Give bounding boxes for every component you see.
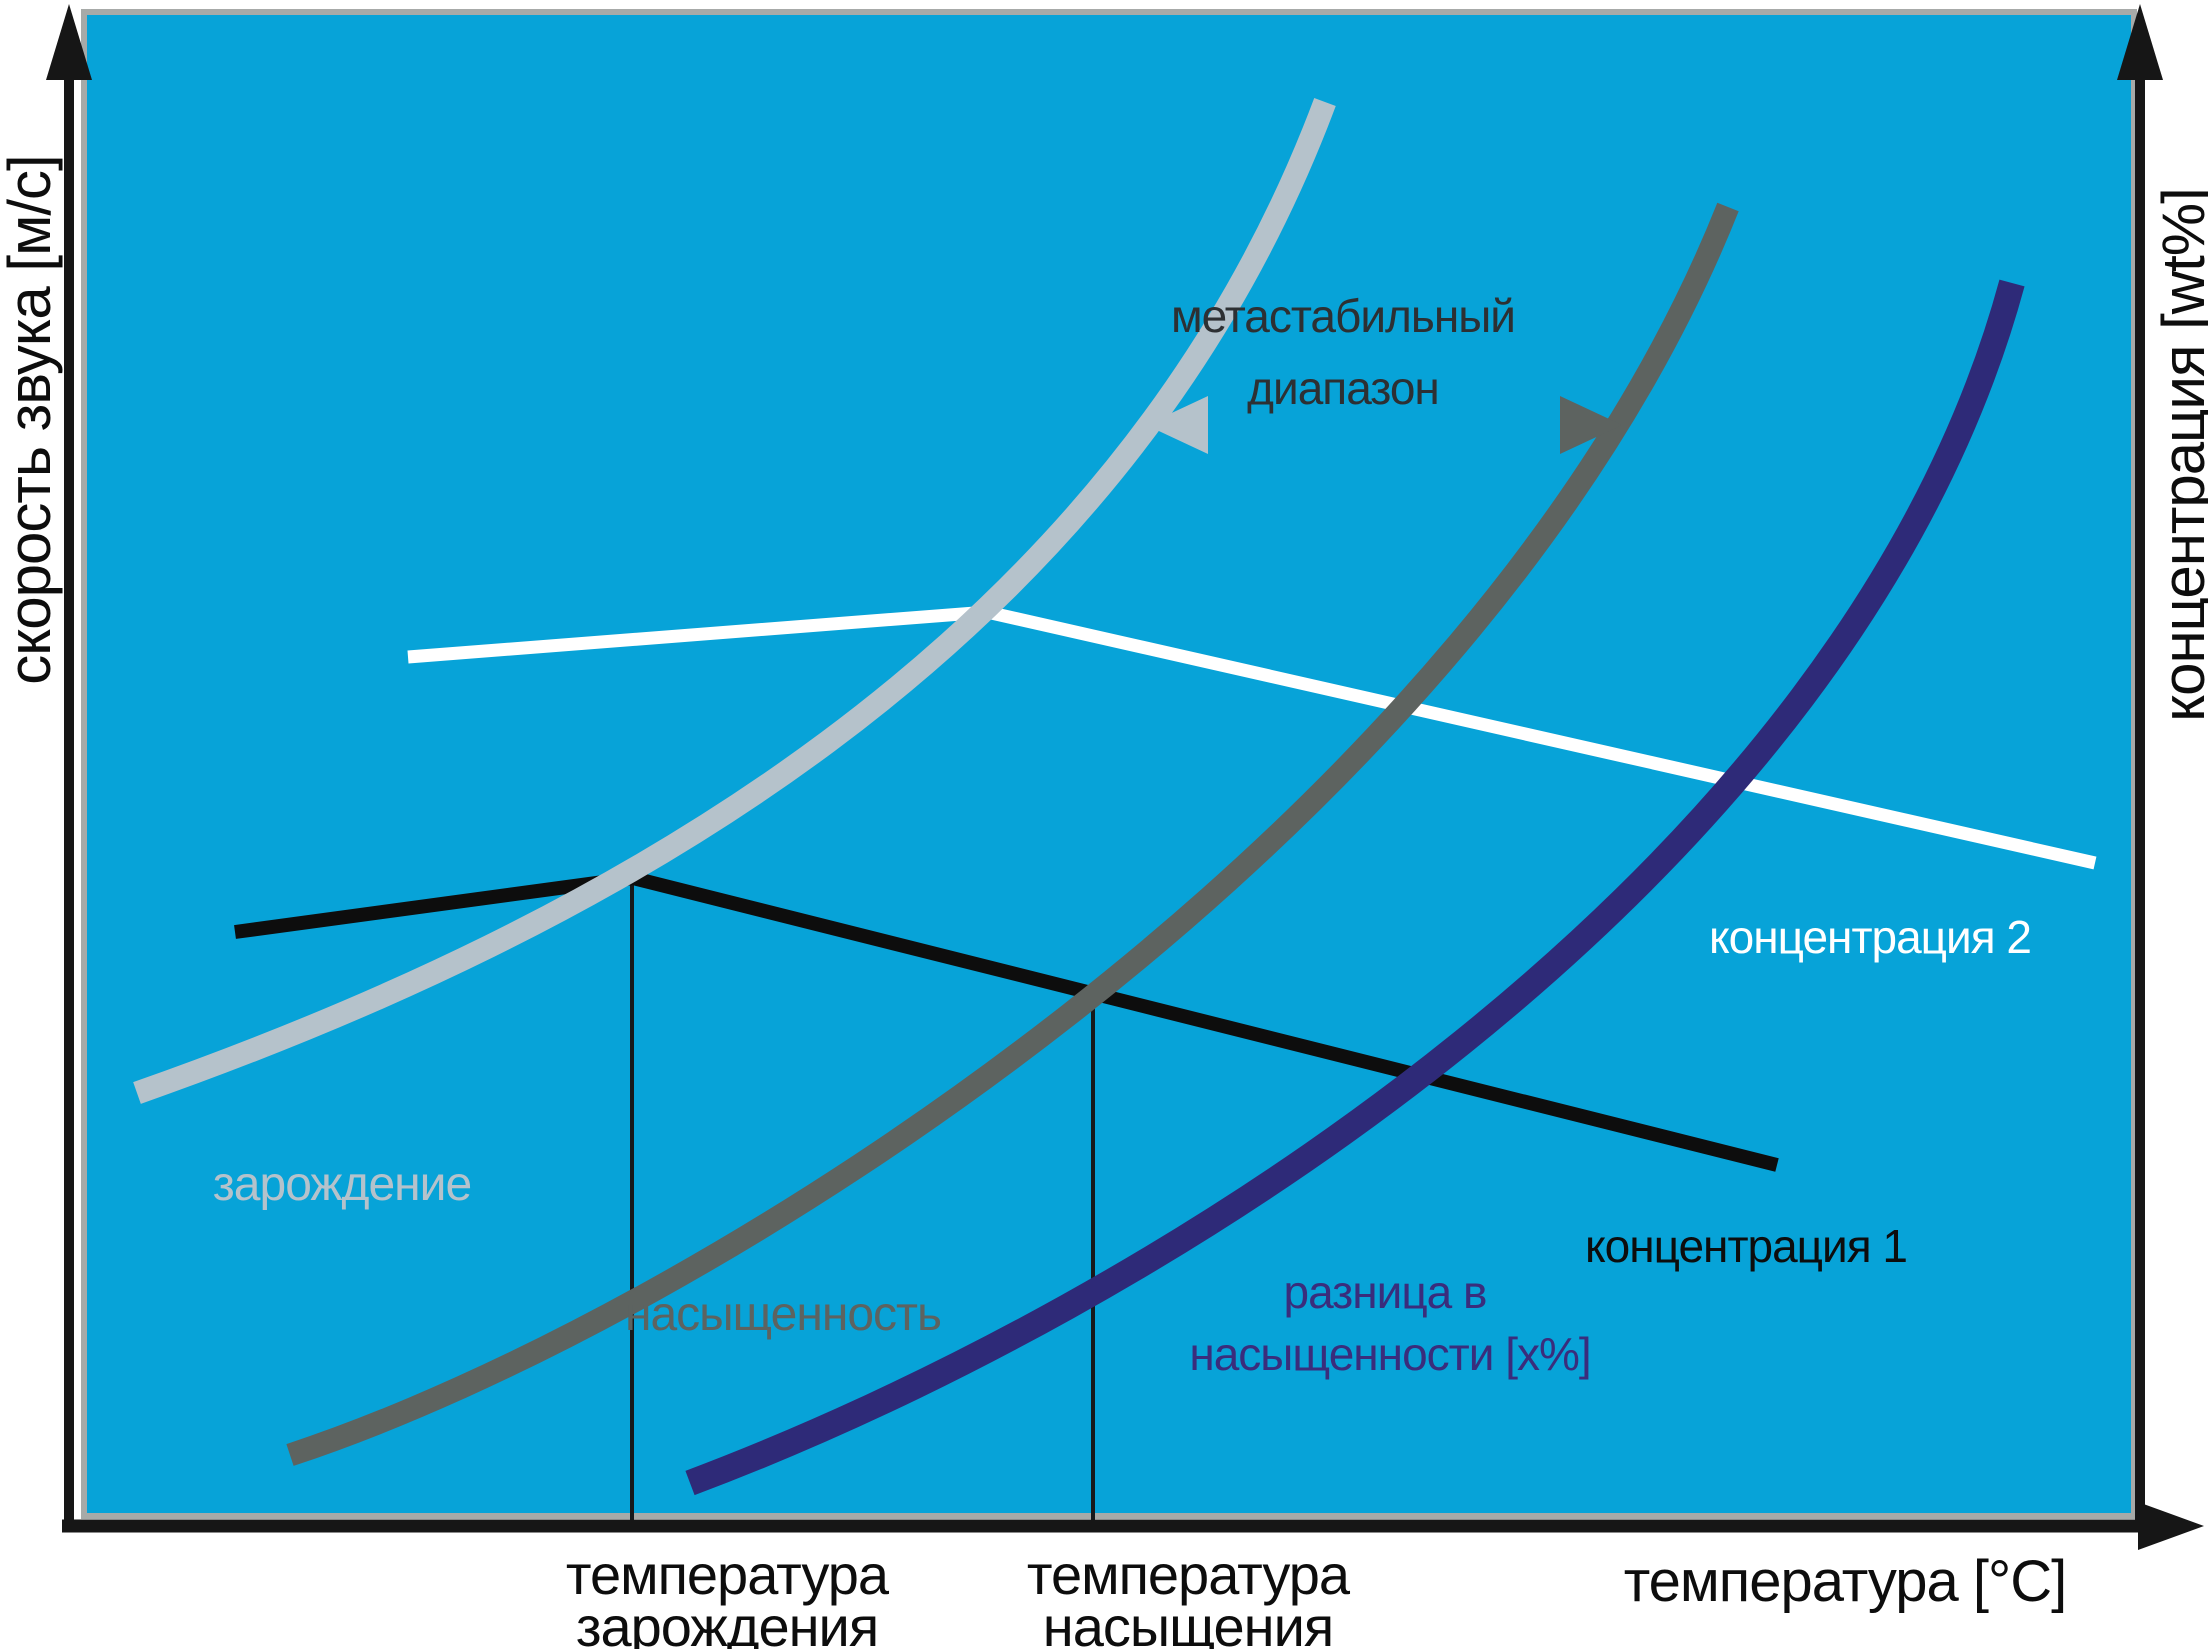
metastable-range-arrowhead-left [1146,396,1208,454]
y-right-axis-title: концентрация [wt%] [2150,188,2208,722]
plot-area [81,9,2137,1519]
x-axis-arrow-icon [2138,1502,2204,1550]
metastable-range-arrow-icon [1146,396,1622,454]
nucleation-curve [133,97,1336,1104]
concentration1-label: концентрация 1 [1585,1220,1907,1272]
concentration2-label: концентрация 2 [1709,911,2031,963]
saturation-difference-label-line2: насыщенности [x%] [1189,1328,1590,1380]
y-left-axis-title: скорость звука [м/с] [0,155,63,684]
metastable-range-label-line1: метастабильный [1171,290,1515,342]
y-left-axis-arrow-icon [46,4,92,80]
x-tick-saturation-temperature-line1: температура [1027,1543,1351,1606]
x-tick-saturation-temperature-line2: насыщения [1043,1595,1333,1649]
y-right-axis [2117,4,2163,1528]
metastable-range-arrowhead-right [1560,396,1622,454]
x-tick-nucleation-temperature-line1: температура [566,1543,890,1606]
x-axis-title: температура [°C] [1624,1549,2066,1614]
saturation-difference-curve [685,279,2025,1496]
saturation-difference-label-line1: разница в [1284,1266,1487,1318]
x-axis [62,1502,2204,1550]
metastable-range-label-line2: диапазон [1247,362,1439,414]
y-right-axis-arrow-icon [2117,4,2163,80]
x-tick-nucleation-temperature-line2: зарождения [576,1595,878,1649]
nucleation-curve-label: зарождение [213,1158,471,1211]
y-left-axis [46,4,92,1528]
saturation-curve [286,202,1739,1466]
saturation-curve-label: насыщенность [625,1288,941,1341]
